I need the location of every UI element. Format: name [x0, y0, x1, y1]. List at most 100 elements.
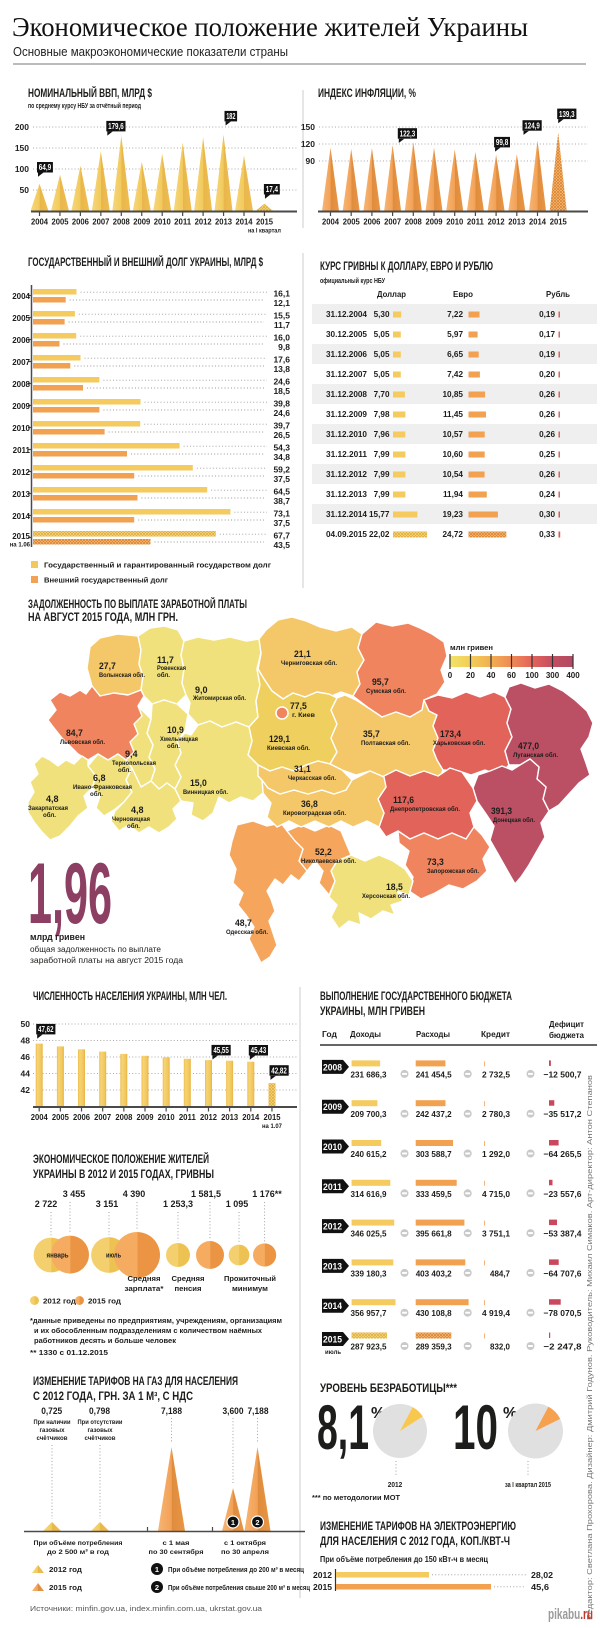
svg-text:2014: 2014 — [323, 1301, 342, 1311]
svg-text:50: 50 — [21, 1019, 31, 1029]
svg-text:0,26: 0,26 — [539, 390, 555, 399]
svg-text:484,7: 484,7 — [490, 1268, 510, 1278]
svg-text:2008: 2008 — [115, 1113, 133, 1122]
svg-text:на I квартал: на I квартал — [248, 228, 281, 235]
svg-text:0,19: 0,19 — [539, 310, 555, 319]
svg-text:173,4: 173,4 — [440, 729, 461, 739]
svg-text:2005: 2005 — [51, 218, 69, 227]
svg-text:НА АВГУСТ 2015 ГОДА, МЛН ГРН.: НА АВГУСТ 2015 ГОДА, МЛН ГРН. — [28, 612, 178, 624]
svg-text:150: 150 — [301, 122, 315, 132]
svg-text:36,8: 36,8 — [301, 799, 318, 809]
svg-text:9,4: 9,4 — [125, 749, 138, 759]
svg-text:84,7: 84,7 — [66, 728, 83, 738]
svg-text:31.12.2011: 31.12.2011 — [326, 450, 368, 459]
svg-text:2008: 2008 — [12, 380, 30, 389]
svg-text:Тернопольская: Тернопольская — [112, 760, 156, 767]
svg-text:2006: 2006 — [72, 218, 90, 227]
svg-text:общая задолженность по выплате: общая задолженность по выплате — [30, 945, 162, 954]
svg-text:122,3: 122,3 — [400, 128, 416, 138]
svg-text:Сумская обл.: Сумская обл. — [366, 687, 406, 695]
svg-text:2005: 2005 — [52, 1113, 70, 1122]
svg-text:5,97: 5,97 — [447, 330, 463, 339]
svg-text:2010: 2010 — [158, 1113, 176, 1122]
svg-text:pikabu.ru: pikabu.ru — [548, 1606, 593, 1623]
svg-text:04.09.2015: 04.09.2015 — [326, 530, 368, 539]
svg-text:2009: 2009 — [137, 1113, 155, 1122]
svg-text:млн гривен: млн гривен — [450, 643, 493, 652]
svg-text:Киевская обл.: Киевская обл. — [267, 744, 310, 752]
svg-text:11,7: 11,7 — [274, 320, 290, 330]
svg-text:0,798: 0,798 — [89, 1406, 110, 1416]
svg-text:Винницкая обл.: Винницкая обл. — [183, 788, 228, 796]
svg-text:с 1 октября: с 1 октября — [224, 1539, 266, 1547]
svg-text:1 095: 1 095 — [226, 1199, 249, 1209]
svg-text:2: 2 — [255, 1518, 259, 1527]
svg-text:43,5: 43,5 — [273, 540, 290, 550]
svg-text:7,98: 7,98 — [374, 410, 390, 419]
svg-text:2012: 2012 — [12, 468, 30, 477]
svg-text:2009: 2009 — [323, 1102, 342, 1112]
svg-text:** 1330 с 01.12.2015: ** 1330 с 01.12.2015 — [30, 1348, 108, 1357]
svg-text:0,17: 0,17 — [539, 330, 555, 339]
svg-text:и их обособленным подразделени: и их обособленным подразделениям с колич… — [34, 1326, 263, 1335]
svg-text:Государственный и гарантирован: Государственный и гарантированный госуда… — [44, 561, 271, 570]
svg-text:по среднему курсу НБУ за отчёт: по среднему курсу НБУ за отчётный период — [28, 101, 141, 110]
svg-text:47,62: 47,62 — [38, 1024, 54, 1034]
svg-text:−78 070,5: −78 070,5 — [544, 1308, 582, 1318]
svg-text:газовых: газовых — [88, 1427, 113, 1434]
svg-text:20: 20 — [466, 671, 475, 680]
svg-text:счётчиков: счётчиков — [37, 1435, 68, 1442]
svg-text:январь: январь — [47, 1253, 70, 1260]
svg-text:Одесская обл.: Одесская обл. — [226, 928, 268, 936]
svg-text:2009: 2009 — [133, 218, 151, 227]
svg-text:2010: 2010 — [323, 1142, 342, 1152]
svg-text:Расходы: Расходы — [416, 1029, 450, 1039]
svg-text:3,600: 3,600 — [223, 1406, 244, 1416]
svg-text:2014: 2014 — [12, 512, 30, 521]
svg-text:117,6: 117,6 — [393, 795, 414, 805]
svg-text:2008: 2008 — [323, 1062, 342, 1072]
svg-text:УКРАИНЫ В 2012 И 2015 ГОДАХ, Г: УКРАИНЫ В 2012 И 2015 ГОДАХ, ГРИВНЫ — [33, 1169, 214, 1181]
svg-text:Дефицит: Дефицит — [549, 1019, 584, 1029]
svg-text:1 253,3: 1 253,3 — [163, 1199, 193, 1209]
svg-text:2012: 2012 — [195, 218, 213, 227]
svg-text:по 30 апреля: по 30 апреля — [221, 1549, 269, 1556]
svg-text:11,7: 11,7 — [157, 655, 174, 665]
svg-text:24,72: 24,72 — [443, 530, 464, 539]
svg-text:4,8: 4,8 — [46, 794, 59, 804]
svg-text:13,8: 13,8 — [273, 364, 290, 374]
svg-text:Хмельницкая: Хмельницкая — [160, 736, 198, 743]
svg-text:26,5: 26,5 — [273, 430, 290, 440]
svg-text:9,0: 9,0 — [195, 685, 208, 695]
svg-text:2013: 2013 — [221, 1113, 239, 1122]
svg-text:11,45: 11,45 — [443, 410, 463, 419]
svg-text:0,20: 0,20 — [539, 370, 555, 379]
svg-text:120: 120 — [301, 139, 315, 149]
svg-text:обл.: обл. — [167, 742, 180, 750]
svg-text:52,2: 52,2 — [315, 847, 332, 857]
svg-text:−23 557,6: −23 557,6 — [544, 1189, 582, 1199]
svg-text:395 661,8: 395 661,8 — [416, 1229, 452, 1239]
svg-text:2005: 2005 — [12, 314, 30, 323]
svg-text:Харьковская обл.: Харьковская обл. — [433, 739, 485, 747]
svg-text:46: 46 — [21, 1052, 31, 1062]
svg-text:Запорожская обл.: Запорожская обл. — [427, 867, 479, 875]
svg-text:−64 265,5: −64 265,5 — [544, 1149, 582, 1159]
svg-text:2011: 2011 — [323, 1182, 342, 1192]
svg-text:30.12.2005: 30.12.2005 — [326, 330, 368, 339]
svg-text:27,7: 27,7 — [99, 661, 116, 671]
svg-text:2007: 2007 — [94, 1113, 112, 1122]
svg-text:5,05: 5,05 — [374, 350, 390, 359]
svg-text:5,05: 5,05 — [374, 370, 390, 379]
svg-text:10: 10 — [453, 1393, 498, 1463]
svg-text:10,57: 10,57 — [443, 430, 464, 439]
svg-text:Черниговская обл.: Черниговская обл. — [281, 659, 337, 667]
svg-text:Евро: Евро — [453, 289, 473, 299]
svg-text:Ровенская: Ровенская — [157, 665, 186, 672]
svg-text:99,8: 99,8 — [496, 137, 509, 147]
svg-text:2012: 2012 — [200, 1113, 218, 1122]
svg-text:2012 год: 2012 год — [43, 1297, 76, 1306]
svg-text:2015: 2015 — [550, 218, 568, 227]
svg-text:Год: Год — [322, 1029, 338, 1039]
svg-text:48: 48 — [21, 1036, 31, 1046]
